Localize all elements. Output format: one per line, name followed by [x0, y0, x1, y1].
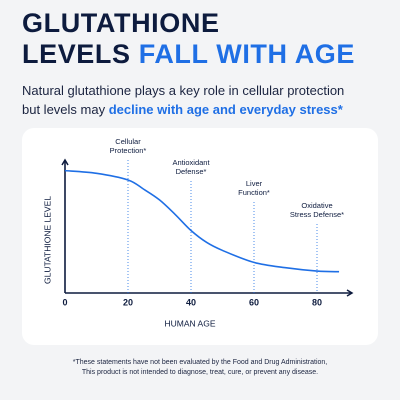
- annotation-label: Oxidative: [301, 201, 332, 210]
- x-tick-label: 80: [312, 297, 322, 307]
- title-line: LEVELS FALL WITH AGE: [22, 39, 355, 70]
- footnote: *These statements have not been evaluate…: [0, 358, 400, 378]
- annotation-label: Antioxidant: [172, 158, 210, 167]
- title-text: LEVELS: [22, 39, 131, 69]
- x-axis-label: HUMAN AGE: [164, 318, 215, 328]
- subtitle-line: but levels may decline with age and ever…: [22, 100, 344, 119]
- annotation-label: Cellular: [115, 137, 141, 146]
- y-axis-label: GLUTATHIONE LEVEL: [42, 196, 52, 284]
- x-tick-label: 40: [186, 297, 196, 307]
- x-tick-label: 0: [62, 297, 67, 307]
- subtitle-text: but levels may: [22, 102, 106, 117]
- title: GLUTATHIONE LEVELS FALL WITH AGE: [22, 8, 355, 70]
- subtitle: Natural glutathione plays a key role in …: [22, 81, 344, 119]
- footnote-line: *These statements have not been evaluate…: [72, 359, 328, 366]
- subtitle-highlight: decline with age and everyday stress*: [108, 102, 343, 117]
- title-line: GLUTATHIONE: [22, 8, 220, 38]
- x-tick-label: 20: [123, 297, 133, 307]
- footnote-line: This product is not intended to diagnose…: [81, 369, 319, 376]
- title-highlight: FALL WITH AGE: [138, 39, 356, 69]
- annotation-label: Stress Defense*: [290, 210, 344, 219]
- card: [22, 128, 378, 345]
- subtitle-line: Natural glutathione plays a key role in …: [22, 83, 345, 98]
- annotation-label: Function*: [238, 188, 270, 197]
- annotation-label: Protection*: [110, 146, 147, 155]
- data-line: [64, 169, 340, 273]
- annotation-label: Liver: [246, 179, 263, 188]
- annotation-label: Defense*: [176, 167, 207, 176]
- x-tick-label: 60: [249, 297, 259, 307]
